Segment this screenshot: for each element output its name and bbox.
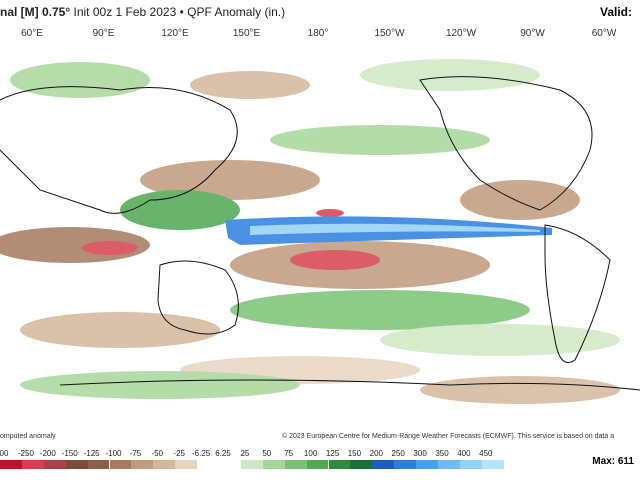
- colorbar-swatch: [372, 460, 395, 469]
- antarctica: [59, 379, 640, 391]
- colorbar-swatch: [306, 460, 329, 469]
- wet-area: [380, 324, 620, 356]
- colorbar-label: 150: [347, 449, 362, 458]
- title: nal [M] 0.75° Init 00z 1 Feb 2023 • QPF …: [0, 5, 285, 19]
- footer-note: omputed anomaly: [0, 433, 56, 440]
- colorbar-swatch: [284, 460, 307, 469]
- colorbar-swatch: [109, 460, 132, 469]
- colorbar-swatch: [131, 460, 154, 469]
- colorbar-label: 00: [0, 449, 9, 458]
- australia: [157, 260, 239, 335]
- longitude-label: 180°: [307, 28, 329, 39]
- dry-area: [420, 376, 620, 404]
- colorbar-swatch: [459, 460, 482, 469]
- colorbar-label: 450: [479, 449, 493, 458]
- wet-area: [360, 59, 540, 91]
- wet-band-core: [250, 223, 540, 235]
- max-label: Max: 611: [592, 456, 634, 467]
- colorbar-label: -75: [129, 449, 142, 458]
- longitude-label: 90°E: [92, 28, 115, 39]
- colorbar-label: 50: [262, 449, 272, 458]
- colorbar-swatch: [87, 460, 110, 469]
- south-america: [544, 224, 611, 363]
- colorbar-label: 25: [240, 449, 250, 458]
- colorbar-swatch: [416, 460, 438, 469]
- colorbar-label: 75: [284, 449, 294, 458]
- title-model: nal [M] 0.75°: [0, 5, 71, 19]
- colorbar-swatch: [394, 460, 417, 469]
- colorbar-label: 250: [391, 449, 405, 458]
- longitude-label: 60°E: [21, 28, 43, 39]
- wet-area: [10, 62, 150, 98]
- colorbar-swatch: [43, 460, 66, 469]
- dry-area: [460, 180, 580, 220]
- longitude-label: 120°W: [445, 28, 477, 39]
- dry-core: [82, 241, 138, 255]
- footer-credit: © 2023 European Centre for Medium-Range …: [282, 433, 615, 440]
- colorbar-label: -50: [151, 449, 164, 458]
- colorbar-swatch: [328, 460, 351, 469]
- colorbar-label: 400: [457, 449, 471, 458]
- dry-core: [290, 250, 380, 270]
- colorbar-label: -200: [39, 449, 56, 458]
- coastlines: [0, 76, 640, 391]
- colorbar-label: 100: [303, 449, 318, 458]
- colorbar-swatch: [350, 460, 373, 469]
- colorbar-label: -25: [173, 449, 185, 458]
- wet-area: [20, 371, 300, 399]
- dry-area: [190, 71, 310, 99]
- colorbar-label: 350: [435, 449, 449, 458]
- asia: [0, 86, 238, 214]
- longitude-label: 120°E: [161, 28, 189, 39]
- colorbar-swatch: [262, 460, 285, 469]
- colorbar-label: -250: [17, 449, 34, 458]
- valid-label: Valid:: [599, 5, 632, 19]
- colorbar-label: -100: [105, 449, 122, 458]
- longitude-label: 150°W: [374, 28, 405, 39]
- wet-area: [120, 190, 240, 230]
- colorbar-swatch: [0, 460, 22, 469]
- colorbar-swatch: [175, 460, 198, 469]
- colorbar-label: -125: [83, 449, 100, 458]
- colorbar-swatch: [65, 460, 88, 469]
- colorbar-label: 200: [369, 449, 383, 458]
- colorbar-swatch: [197, 460, 219, 469]
- wet-area: [270, 125, 490, 155]
- longitude-label: 150°E: [232, 28, 261, 39]
- wet-area: [230, 290, 530, 330]
- colorbar-label: 125: [325, 449, 340, 458]
- dry-core: [316, 209, 344, 217]
- colorbar-label: 300: [413, 449, 427, 458]
- map: [0, 40, 640, 430]
- longitude-label: 90°W: [520, 28, 545, 39]
- dry-area: [20, 312, 220, 348]
- colorbar-swatch: [153, 460, 176, 469]
- colorbar-swatch: [21, 460, 44, 469]
- colorbar-swatch: [481, 460, 504, 469]
- dry-area: [140, 160, 320, 200]
- colorbar-label: 6.25: [215, 449, 231, 458]
- north-america: [419, 76, 593, 211]
- colorbar-swatch: [219, 460, 241, 469]
- longitude-label: 60°W: [591, 28, 617, 39]
- colorbar-label: -150: [61, 449, 78, 458]
- anomaly-field: [0, 59, 620, 404]
- colorbar-label: -6.25: [191, 449, 211, 458]
- colorbar-swatch: [240, 460, 263, 469]
- colorbar-swatch: [438, 460, 460, 469]
- title-text: Init 00z 1 Feb 2023 • QPF Anomaly (in.): [73, 5, 286, 19]
